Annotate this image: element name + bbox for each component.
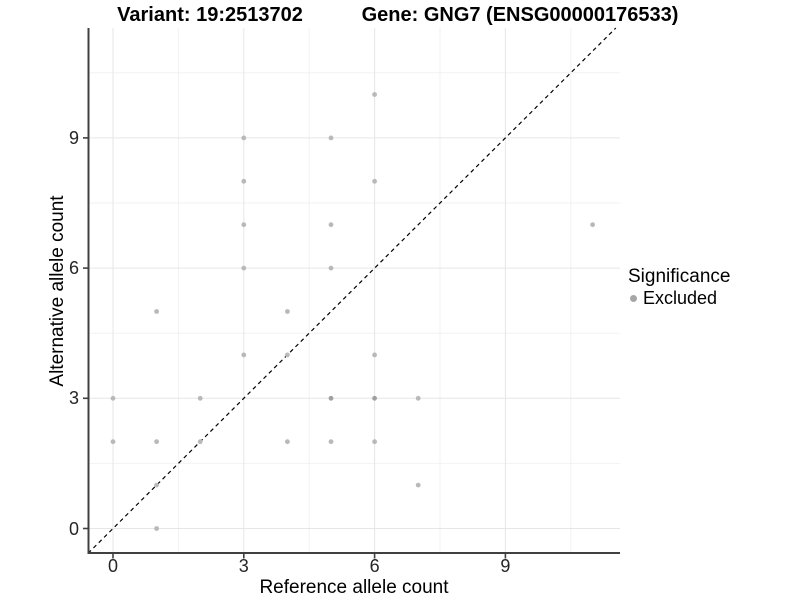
legend-item-excluded: Excluded bbox=[628, 288, 730, 309]
data-point bbox=[154, 309, 160, 314]
data-point bbox=[285, 309, 290, 314]
data-point bbox=[241, 265, 247, 271]
excluded-point-icon bbox=[630, 295, 637, 302]
x-tick-label: 0 bbox=[107, 556, 118, 576]
data-point bbox=[590, 222, 595, 228]
data-point bbox=[415, 482, 421, 488]
data-point bbox=[241, 178, 247, 184]
y-tick-label: 6 bbox=[68, 258, 79, 279]
data-point bbox=[372, 439, 377, 445]
data-point bbox=[154, 526, 160, 531]
data-point bbox=[285, 439, 290, 445]
legend: Significance Excluded bbox=[628, 266, 730, 309]
data-point bbox=[241, 352, 247, 358]
data-point bbox=[372, 352, 377, 358]
data-point bbox=[110, 439, 116, 445]
x-tick-label: 6 bbox=[369, 556, 380, 576]
data-point bbox=[328, 265, 334, 271]
plot-title-gene: Gene: GNG7 (ENSG00000176533) bbox=[361, 4, 679, 26]
data-point bbox=[328, 395, 334, 401]
y-tick-label: 9 bbox=[68, 127, 79, 148]
y-tick-label: 3 bbox=[68, 388, 79, 409]
data-point bbox=[328, 222, 334, 228]
x-axis-title: Reference allele count bbox=[259, 577, 449, 598]
data-point bbox=[197, 439, 203, 445]
data-point bbox=[372, 178, 377, 184]
legend-item-label: Excluded bbox=[643, 288, 718, 308]
y-tick-label: 0 bbox=[68, 518, 79, 539]
data-point bbox=[241, 135, 247, 141]
x-tick-label: 9 bbox=[500, 556, 511, 576]
plot-title-variant: Variant: 19:2513702 bbox=[117, 4, 303, 26]
legend-title: Significance bbox=[628, 266, 731, 287]
x-tick-label: 3 bbox=[238, 556, 249, 576]
data-point bbox=[154, 482, 160, 488]
data-point bbox=[285, 352, 290, 358]
data-point bbox=[372, 395, 377, 401]
data-point bbox=[197, 395, 203, 401]
y-axis-title: Alternative allele count bbox=[47, 195, 68, 387]
data-point bbox=[372, 92, 377, 97]
data-point bbox=[328, 135, 334, 141]
data-point bbox=[328, 439, 334, 445]
data-point bbox=[110, 395, 116, 401]
data-point bbox=[415, 395, 421, 401]
data-point bbox=[241, 222, 247, 228]
identity-line bbox=[87, 27, 617, 554]
data-point bbox=[154, 439, 160, 445]
